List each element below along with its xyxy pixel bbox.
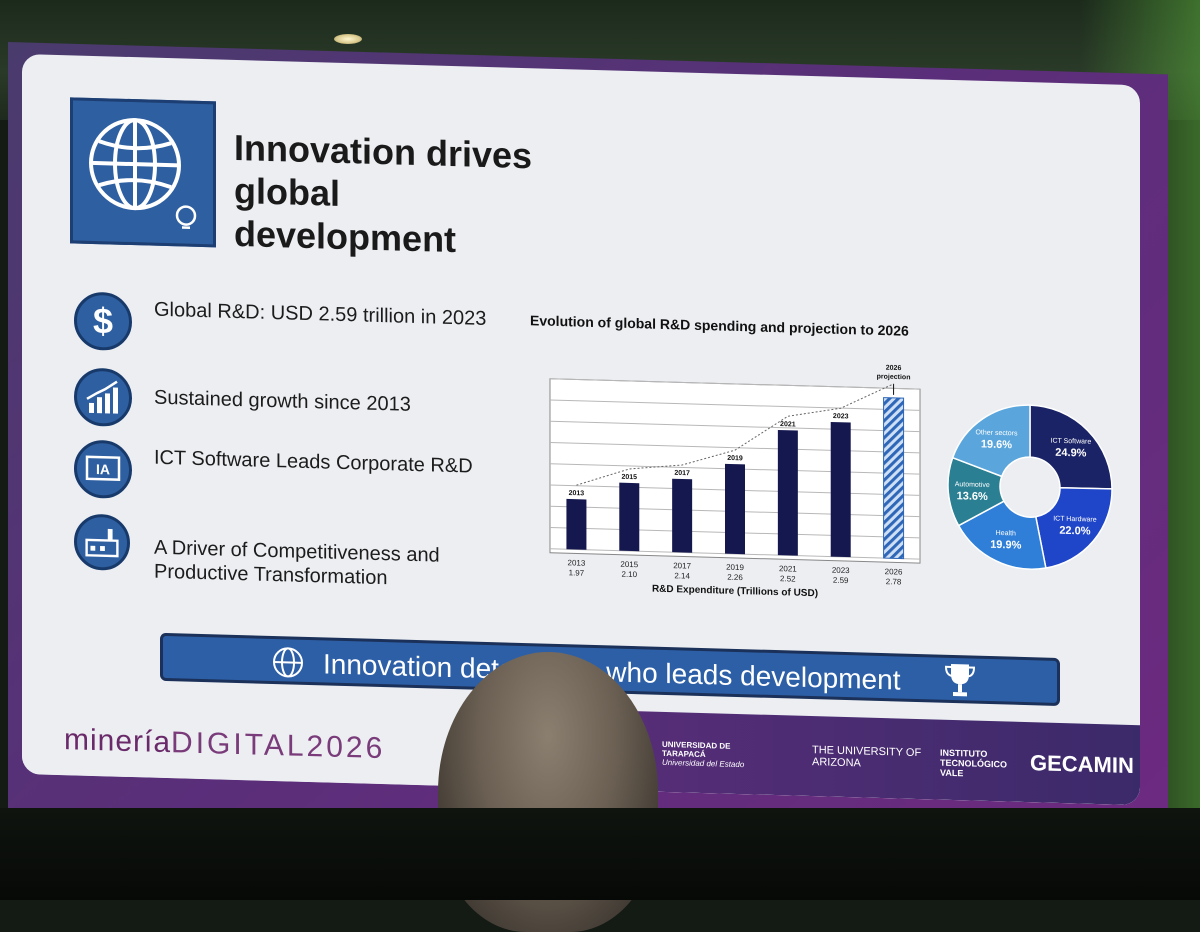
value-label: 2.78 [886,577,902,586]
factory-icon [74,513,130,571]
value-label: 1.97 [569,568,585,577]
x-tick-label: 2021 [779,564,797,574]
sponsor-tarapaca: UNIVERSIDAD DE TARAPACÁ Universidad del … [662,740,772,770]
slice-value-label: 19.6% [981,438,1012,451]
x-tick-label: 2026 [885,567,903,577]
bar [566,499,586,550]
sponsor-arizona: THE UNIVERSITY OF ARIZONA [812,744,922,771]
x-tick-label: 2017 [673,561,691,571]
slice-value-label: 19.9% [990,539,1021,552]
bar-year-label: 2017 [674,470,690,477]
x-axis-label: R&D Expenditure (Trillions of USD) [652,584,818,600]
chart-title: Evolution of global R&D spending and pro… [530,312,950,340]
bar [619,483,639,552]
brand-left: minería [64,723,171,759]
bullet-text: A Driver of Competitiveness and Producti… [154,536,494,593]
slice-value-label: 13.6% [957,490,988,503]
bar-year-label: 2015 [621,474,637,481]
slice-category-label: Health [996,530,1016,538]
value-label: 2.52 [780,574,796,583]
slice-category-label: Other sectors [975,429,1018,437]
bullet-text: ICT Software Leads Corporate R&D [154,446,494,479]
value-label: 2.59 [833,576,849,585]
slice-value-label: 22.0% [1059,525,1090,538]
banner-text: Innovation determines who leads developm… [323,648,963,698]
bar [725,464,745,554]
slice-category-label: Automotive [955,481,990,489]
svg-text:IA: IA [96,461,110,477]
x-tick-label: 2023 [832,566,850,576]
projection-annotation: projection [877,373,911,381]
bar-year-label: 2019 [727,455,743,462]
growth-chart-icon [74,367,132,427]
slide-title: Innovation drives global development [234,126,534,263]
projection-annotation: 2026 [886,365,902,372]
trophy-icon [943,660,977,701]
bar-chart: 201320131.97201520152.10201720172.142019… [522,338,922,649]
sponsor-gecamin: GECAMIN [1030,750,1140,779]
bar [778,430,798,556]
x-tick-label: 2015 [620,560,638,570]
bullet-text: Sustained growth since 2013 [154,386,494,419]
bullet-text: Global R&D: USD 2.59 trillion in 2023 [154,298,494,331]
slice-category-label: ICT Hardware [1053,515,1097,523]
globe-lightbulb-icon [70,97,216,247]
svg-text:$: $ [93,300,113,342]
sponsor-vale: INSTITUTO TECNOLÓGICO VALE [940,748,1020,780]
bar [884,398,904,559]
ceiling-light [334,34,362,44]
brand-right: DIGITAL2026 [171,726,385,765]
bar [672,479,692,553]
stage-floor [0,808,1200,900]
value-label: 2.10 [621,570,637,579]
x-tick-label: 2019 [726,563,744,573]
dollar-icon: $ [74,291,132,351]
bar-year-label: 2021 [780,421,796,428]
value-label: 2.26 [727,573,743,582]
bar-year-label: 2023 [833,413,849,420]
bar-year-label: 2013 [569,490,585,497]
slice-value-label: 24.9% [1055,447,1086,460]
ia-screen-icon: IA [74,439,132,499]
x-tick-label: 2013 [568,558,586,568]
value-label: 2.14 [674,571,690,580]
globe-icon [271,645,305,680]
slice-category-label: ICT Software [1051,438,1092,446]
bar [831,422,851,557]
